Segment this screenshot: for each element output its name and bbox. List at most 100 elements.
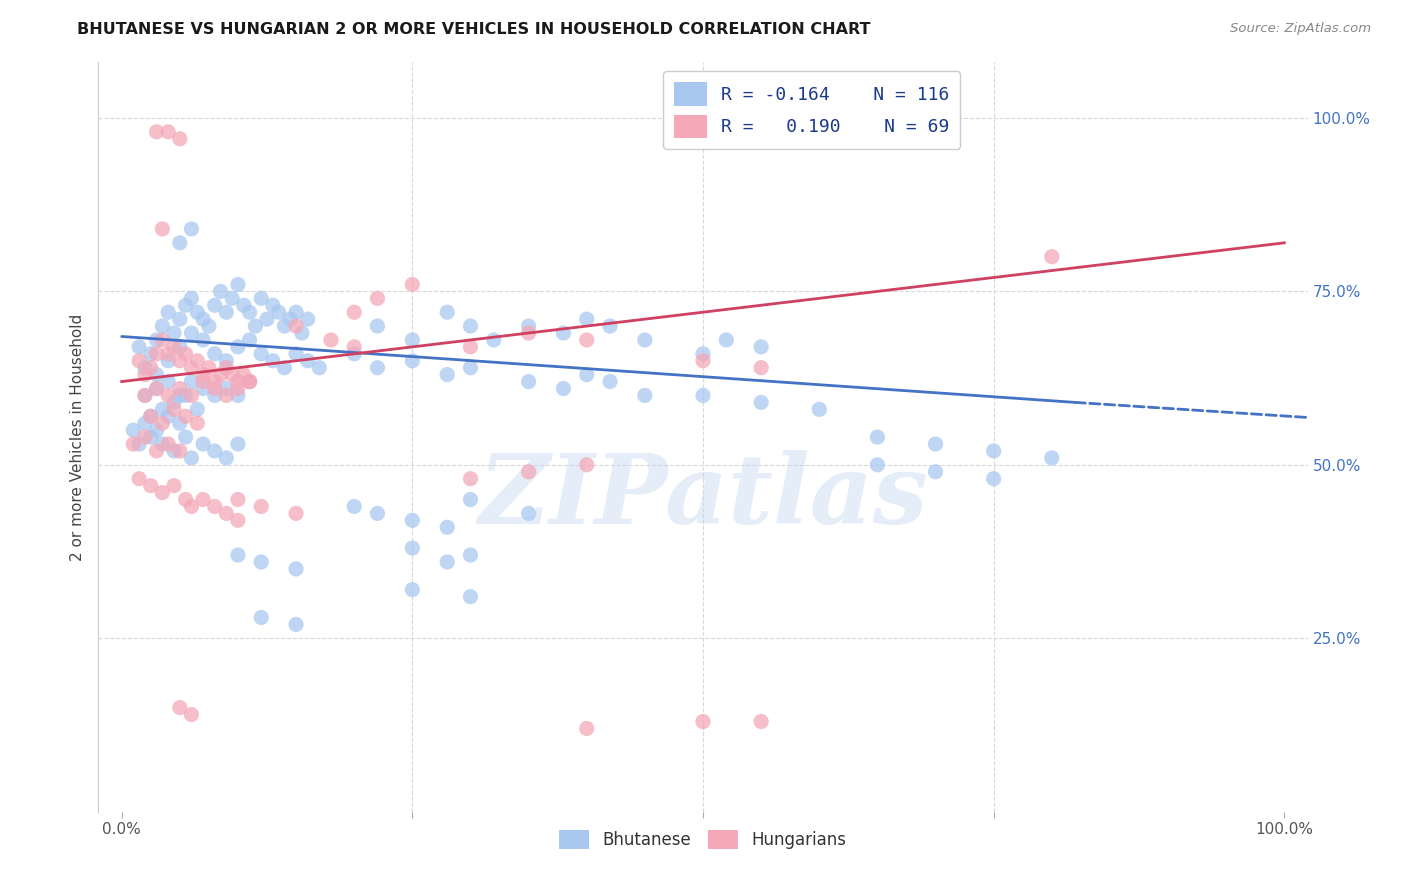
Point <box>401 513 423 527</box>
Point <box>273 360 295 375</box>
Point <box>297 353 319 368</box>
Point <box>436 520 458 534</box>
Point <box>285 347 308 361</box>
Point <box>250 555 273 569</box>
Point <box>517 326 540 340</box>
Point <box>221 291 243 305</box>
Point <box>204 375 226 389</box>
Point <box>163 444 186 458</box>
Point <box>634 333 657 347</box>
Point <box>517 507 540 521</box>
Point <box>180 388 202 402</box>
Point <box>134 416 156 430</box>
Point <box>145 382 167 396</box>
Point <box>482 333 505 347</box>
Point <box>692 353 714 368</box>
Point <box>204 347 226 361</box>
Point <box>128 472 150 486</box>
Point <box>180 222 202 236</box>
Point <box>749 395 772 409</box>
Point <box>226 375 249 389</box>
Point <box>460 472 482 486</box>
Point <box>924 465 946 479</box>
Point <box>436 368 458 382</box>
Point <box>157 347 180 361</box>
Point <box>174 430 197 444</box>
Point <box>169 340 191 354</box>
Point <box>157 353 180 368</box>
Point <box>122 423 145 437</box>
Point <box>401 353 423 368</box>
Point <box>308 360 330 375</box>
Point <box>191 437 214 451</box>
Point <box>692 714 714 729</box>
Point <box>553 382 575 396</box>
Point <box>1040 250 1063 264</box>
Point <box>215 507 238 521</box>
Point <box>150 319 173 334</box>
Point <box>221 368 243 382</box>
Point <box>273 319 295 334</box>
Point <box>169 132 191 146</box>
Point <box>215 450 238 465</box>
Point <box>186 305 208 319</box>
Point <box>157 125 180 139</box>
Point <box>215 353 238 368</box>
Point <box>180 707 202 722</box>
Point <box>150 333 173 347</box>
Point <box>180 500 202 514</box>
Point <box>245 319 267 334</box>
Point <box>575 458 598 472</box>
Point <box>134 388 156 402</box>
Point <box>278 312 301 326</box>
Point <box>174 492 197 507</box>
Point <box>239 305 262 319</box>
Legend: Bhutanese, Hungarians: Bhutanese, Hungarians <box>553 823 853 855</box>
Point <box>460 360 482 375</box>
Point <box>366 360 388 375</box>
Point <box>319 333 342 347</box>
Point <box>575 333 598 347</box>
Point <box>343 305 366 319</box>
Point <box>226 277 249 292</box>
Point <box>983 472 1005 486</box>
Point <box>226 388 249 402</box>
Point <box>150 402 173 417</box>
Point <box>401 582 423 597</box>
Point <box>191 368 214 382</box>
Point <box>215 382 238 396</box>
Point <box>436 305 458 319</box>
Point <box>163 402 186 417</box>
Point <box>226 382 249 396</box>
Point <box>517 375 540 389</box>
Point <box>209 285 232 299</box>
Point <box>209 368 232 382</box>
Point <box>191 312 214 326</box>
Point <box>716 333 738 347</box>
Point <box>186 402 208 417</box>
Point <box>157 388 180 402</box>
Point <box>749 340 772 354</box>
Point <box>180 360 202 375</box>
Point <box>575 312 598 326</box>
Point <box>215 388 238 402</box>
Point <box>204 444 226 458</box>
Point <box>163 395 186 409</box>
Point <box>150 222 173 236</box>
Point <box>191 492 214 507</box>
Point <box>163 478 186 492</box>
Point <box>239 375 262 389</box>
Point <box>145 382 167 396</box>
Point <box>139 409 162 424</box>
Point <box>198 360 221 375</box>
Point <box>250 347 273 361</box>
Point <box>169 700 191 714</box>
Point <box>250 291 273 305</box>
Point <box>180 375 202 389</box>
Point <box>343 500 366 514</box>
Point <box>186 353 208 368</box>
Point <box>1040 450 1063 465</box>
Point <box>145 347 167 361</box>
Point <box>226 513 249 527</box>
Point <box>749 714 772 729</box>
